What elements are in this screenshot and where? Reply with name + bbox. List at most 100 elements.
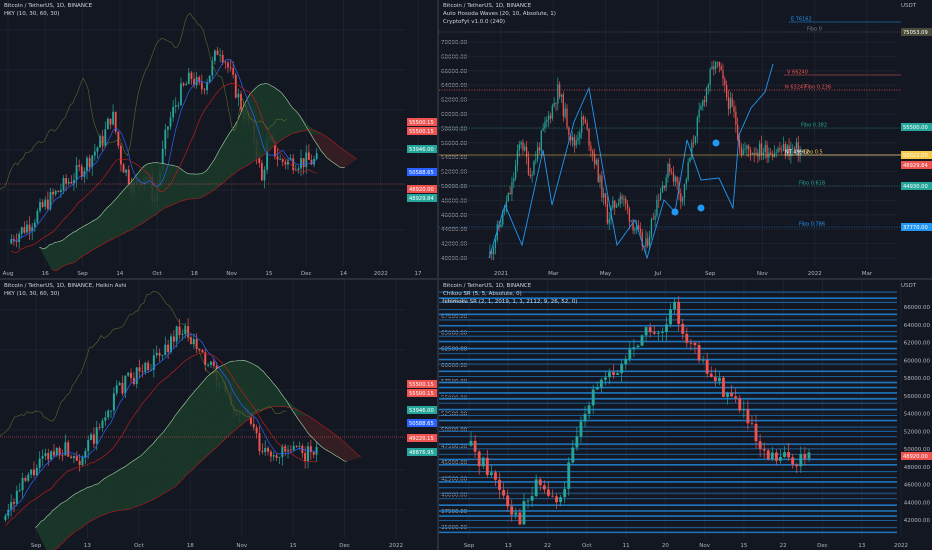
tl-candle — [99, 136, 101, 148]
tl-cloud — [232, 124, 248, 167]
x-tick-label: Nov — [226, 271, 237, 277]
tr-candle — [617, 203, 620, 206]
bl-price-tag-text: 53946.00 — [409, 408, 434, 414]
tl-candle — [232, 68, 235, 75]
bl-candle — [212, 361, 215, 366]
tr-candle — [527, 157, 530, 175]
chart-bottom-right[interactable]: USDT Sep 13 22 Oct 11 20 Nov 15 22 Dec 13 2022 70000.… — [439, 280, 932, 550]
bl-candle — [112, 393, 115, 411]
x-tick-label: 13 — [858, 543, 865, 549]
bl-cloud — [155, 437, 173, 491]
tl-candle — [93, 151, 96, 156]
y-tick-label: 65000.00 — [441, 330, 468, 336]
tr-candle — [740, 146, 742, 155]
pane-bottom-left[interactable]: Bitcoin / TetherUS, 1D, BINANCE, Heikin … — [0, 280, 437, 550]
x-tick-label: Mar — [548, 271, 559, 277]
br-candle — [746, 409, 750, 424]
tr-candle — [637, 225, 640, 229]
tr-price-tag-text: 75053.09 — [903, 30, 928, 36]
bl-cloud — [300, 420, 318, 427]
bl-candle — [115, 385, 118, 394]
pane-divider-vertical[interactable] — [437, 0, 439, 550]
bl-candle — [75, 456, 78, 461]
br-candle — [807, 452, 811, 459]
tl-price-tag-text: 55500.15 — [409, 120, 434, 126]
tl-candle — [169, 117, 172, 127]
br-candle — [551, 495, 554, 497]
tr-candle — [601, 175, 603, 198]
br-candle — [506, 495, 510, 507]
tr-candle — [735, 111, 737, 125]
tl-cloud — [248, 93, 263, 158]
tl-cloud — [44, 247, 60, 271]
legend-indicator: HKY (10, 30, 60, 30) — [4, 11, 60, 17]
br-candle — [644, 327, 648, 336]
bl-candle — [72, 456, 75, 458]
chart-top-right[interactable]: USDT 2021 Mar May Jul Sep Nov 2022 Mar 70000.00 68… — [439, 0, 932, 278]
bl-candle — [27, 474, 30, 481]
pane-bottom-right[interactable]: Bitcoin / TetherUS, 1D, BINANCE Chikou S… — [439, 280, 932, 550]
tl-cloud — [143, 164, 159, 215]
bl-candle — [187, 326, 190, 338]
pane-top-right[interactable]: Bitcoin / TetherUS, 1D, BINANCE Auto Hos… — [439, 0, 932, 278]
tr-candle — [593, 153, 596, 165]
x-tick-label: 18 — [187, 543, 194, 549]
bl-candle — [47, 453, 50, 460]
br-candle — [754, 423, 758, 442]
bl-cloud — [315, 430, 332, 444]
br-candle — [648, 327, 652, 333]
bl-price-tag — [407, 389, 437, 397]
tl-cloud — [130, 179, 146, 224]
bl-candle — [301, 445, 304, 453]
tl-cloud — [242, 102, 258, 161]
bl-candle — [35, 467, 38, 476]
y-tick-label: 42500.00 — [441, 476, 468, 482]
tr-candle — [573, 137, 575, 146]
chart-bottom-left[interactable]: Sep 13 Oct 18 Nov 15 Dec 2022 55500.15 55500.15 53… — [0, 280, 437, 550]
tr-candle — [581, 116, 583, 133]
tr-candle — [536, 147, 539, 160]
tr-candle — [790, 148, 792, 157]
tr-candle — [667, 163, 669, 178]
tl-candle — [240, 93, 242, 110]
tr-candle — [571, 137, 574, 141]
bl-candle — [255, 427, 258, 434]
tr-candle — [694, 136, 697, 143]
tl-candle — [46, 199, 49, 209]
tl-cloud — [263, 83, 279, 145]
bl-cloud — [203, 377, 221, 447]
tl-candle — [54, 190, 57, 195]
pane-top-left[interactable]: Bitcoin / TetherUS, 1D, BINANCE HKY (10,… — [0, 0, 437, 278]
br-candle — [795, 464, 799, 467]
pane-divider-horizontal[interactable] — [0, 278, 932, 280]
br-candle — [477, 451, 481, 467]
bl-cloud — [309, 426, 327, 438]
tl-cloud — [235, 120, 250, 166]
br-candle — [652, 332, 656, 334]
tr-price-tag — [901, 161, 932, 169]
tl-candle — [122, 164, 125, 173]
br-candle — [587, 405, 591, 414]
br-candle — [595, 387, 599, 390]
tl-candle — [112, 111, 115, 125]
tl-candle — [315, 153, 318, 159]
tr-candle — [619, 196, 621, 204]
bl-candle — [58, 447, 61, 456]
y-tick-label: 62000.00 — [441, 98, 468, 104]
tr-candle — [588, 128, 590, 146]
tl-cloud — [255, 85, 271, 152]
chart-top-left[interactable]: Aug 16 Sep 14 Oct 18 Nov 15 Dec 14 2022 17 55500.15 5… — [0, 0, 437, 278]
tl-candle — [219, 54, 222, 56]
tr-candle — [582, 116, 585, 120]
tr-candle — [724, 78, 726, 86]
tl-cloud — [287, 100, 302, 132]
bl-candle — [10, 502, 13, 510]
tl-cloud — [117, 194, 133, 231]
bl-cloud — [55, 506, 73, 537]
bl-candle — [258, 433, 261, 452]
tr-candle — [630, 220, 632, 222]
tr-candle — [507, 192, 509, 202]
tr-candle — [577, 138, 579, 141]
br-candle — [567, 462, 571, 489]
bl-cloud — [101, 478, 118, 512]
